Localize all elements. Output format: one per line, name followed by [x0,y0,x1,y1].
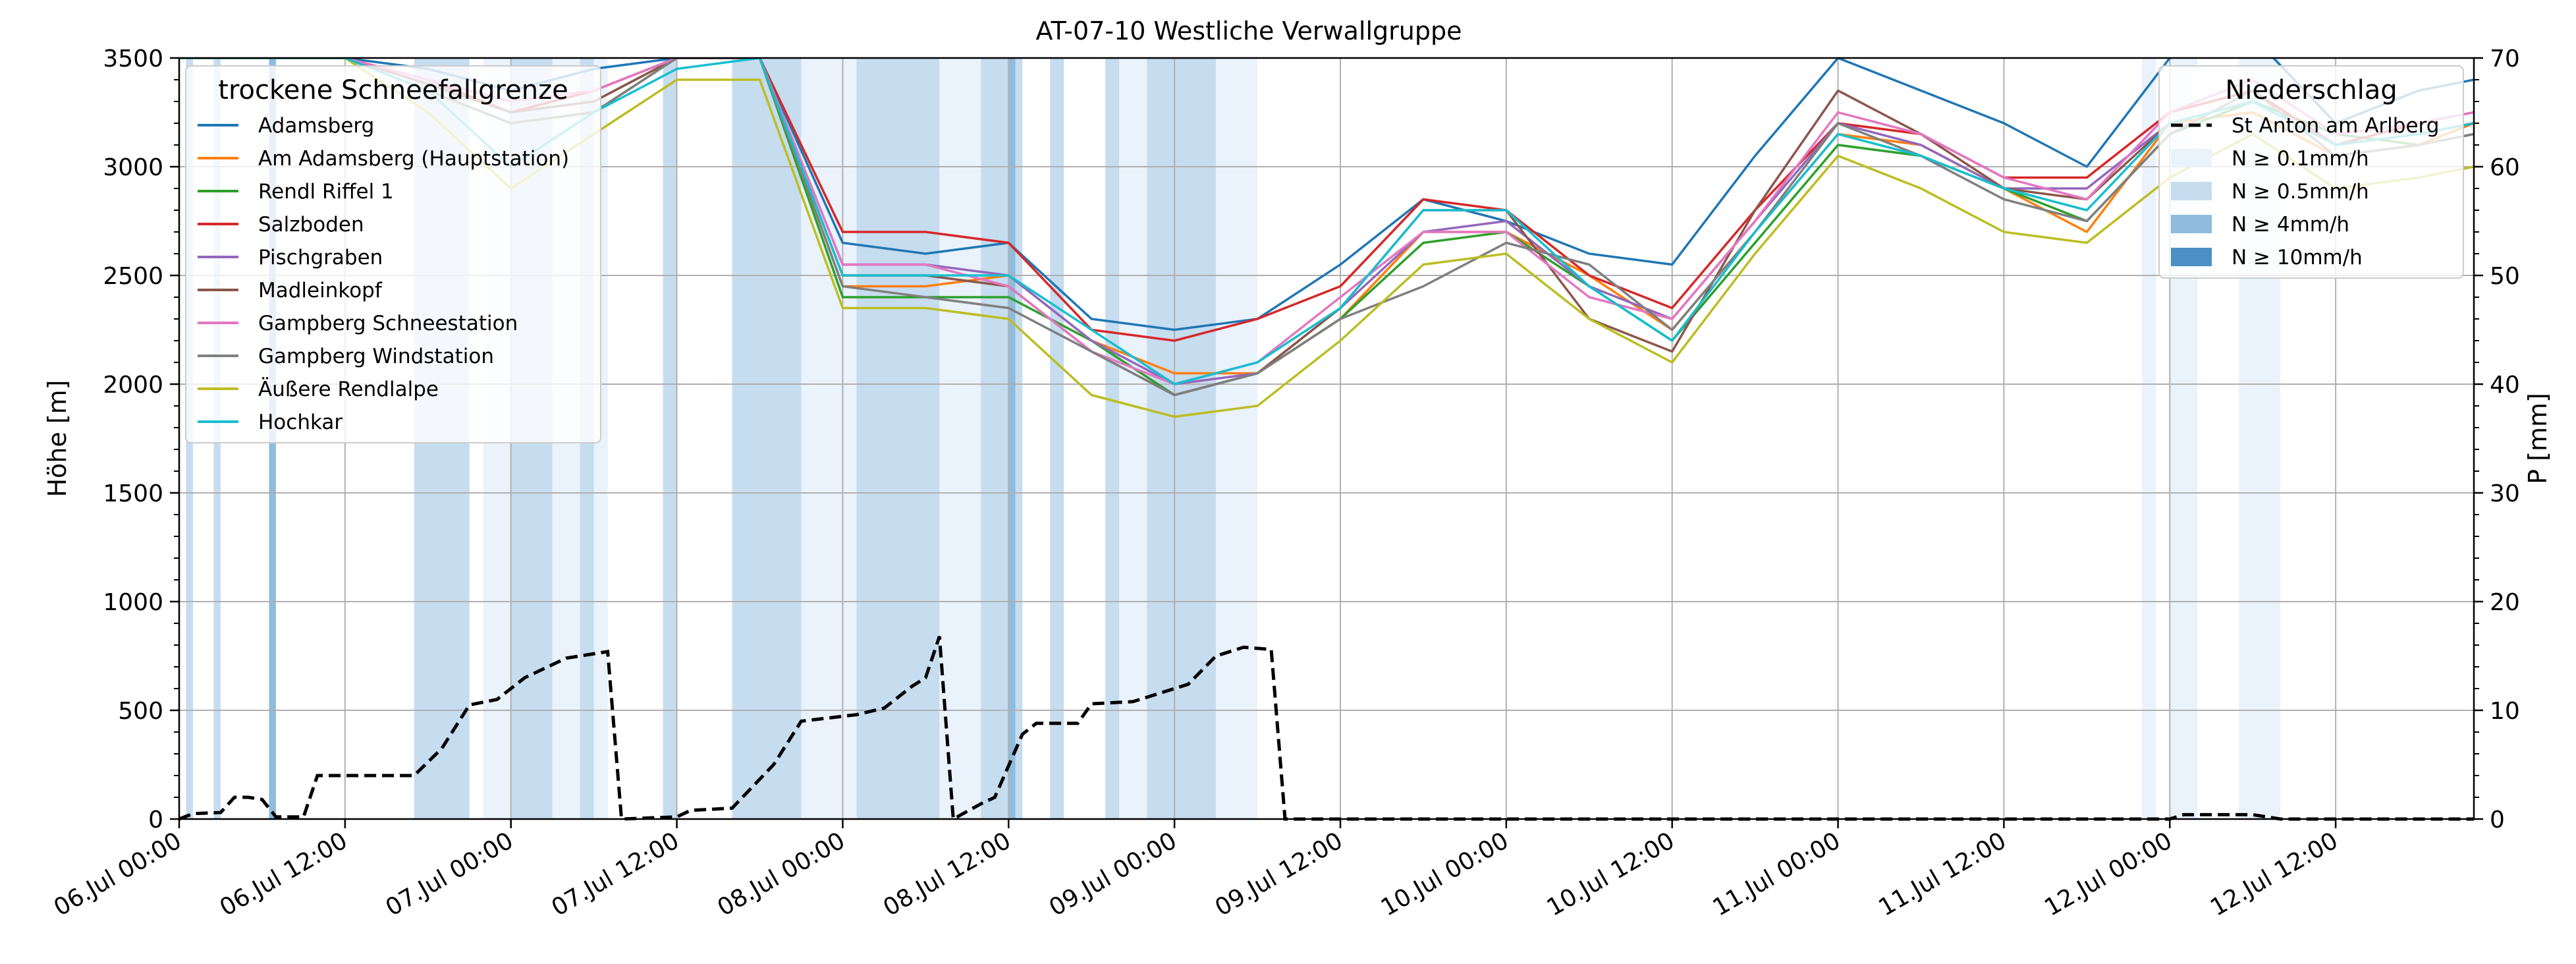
y-axis-label: Höhe [m] [43,380,72,497]
legend-precip-box [2158,65,2464,279]
y2-axis-label: P [mm] [2523,393,2552,484]
legend-swatch [2171,215,2212,233]
legend-swatch [2171,248,2212,266]
precip-band [801,58,857,819]
precip-band [939,58,981,819]
y2-tick-label: 70 [2490,45,2520,72]
legend-label: Am Adamsberg (Hauptstation) [258,147,569,171]
precip-band [981,58,1009,819]
y2-tick-label: 30 [2490,480,2520,507]
chart-title: AT-07-10 Westliche Verwallgruppe [1036,16,1462,45]
y2-tick-label: 60 [2490,154,2520,181]
precip-band [2142,58,2156,819]
legend-label: N ≥ 4mm/h [2232,213,2349,237]
precip-band [663,58,677,819]
y-tick-label: 3500 [103,45,163,72]
y-tick-label: 2000 [103,372,163,399]
legend-swatch [2171,149,2212,167]
legend-label: N ≥ 0.5mm/h [2232,180,2369,204]
legend-precip: Niederschlag St Anton am Arlberg N ≥ 0.1mm… [2158,65,2464,279]
y2-tick-label: 0 [2490,807,2505,834]
precip-band [1015,58,1023,819]
y-tick-label: 500 [118,698,163,725]
precip-band [1050,58,1064,819]
precip-band [1216,58,1258,819]
y-tick-label: 2500 [103,263,163,290]
precip-line-group [178,636,2474,822]
legend-snowline: trockene Schneefallgrenze Adamsberg Am Ada… [185,65,601,443]
y-tick-label: 3000 [103,154,163,181]
y2-tick-label: 50 [2490,263,2520,290]
y2-tick-label: 10 [2490,698,2520,725]
legend-label: St Anton am Arlberg [2232,114,2439,138]
legend-label: Adamsberg [258,114,374,138]
precip-line [178,636,2474,822]
precip-band [1008,58,1016,819]
legend-snowline-box [185,65,601,443]
y-tick-label: 1000 [103,589,163,616]
legend-label: Salzboden [258,213,364,237]
precip-band [732,58,802,819]
legend-label: Gampberg Windstation [258,345,494,368]
legend-label: Rendl Riffel 1 [258,180,394,204]
plot-frame [178,57,2475,820]
precip-band [1119,58,1147,819]
legend-snowline-title: trockene Schneefallgrenze [218,75,568,105]
legend-label: Gampberg Schneestation [258,312,518,335]
y-tick-label: 0 [148,807,163,834]
precip-band [856,58,940,819]
legend-precip-title: Niederschlag [2225,75,2397,105]
legend-label: Madleinkopf [258,279,383,302]
y2-tick-label: 40 [2490,372,2520,399]
legend-label: Hochkar [258,411,343,434]
legend-label: Pischgraben [258,246,383,269]
legend-label: N ≥ 10mm/h [2232,246,2363,269]
precip-band [1105,58,1120,819]
y2-tick-label: 20 [2490,589,2520,616]
legend-label: Äußere Rendlalpe [258,378,439,401]
legend-label: N ≥ 0.1mm/h [2232,147,2369,171]
precip-band [1147,58,1217,819]
legend-swatch [2171,182,2212,200]
y-tick-label: 1500 [103,480,163,507]
